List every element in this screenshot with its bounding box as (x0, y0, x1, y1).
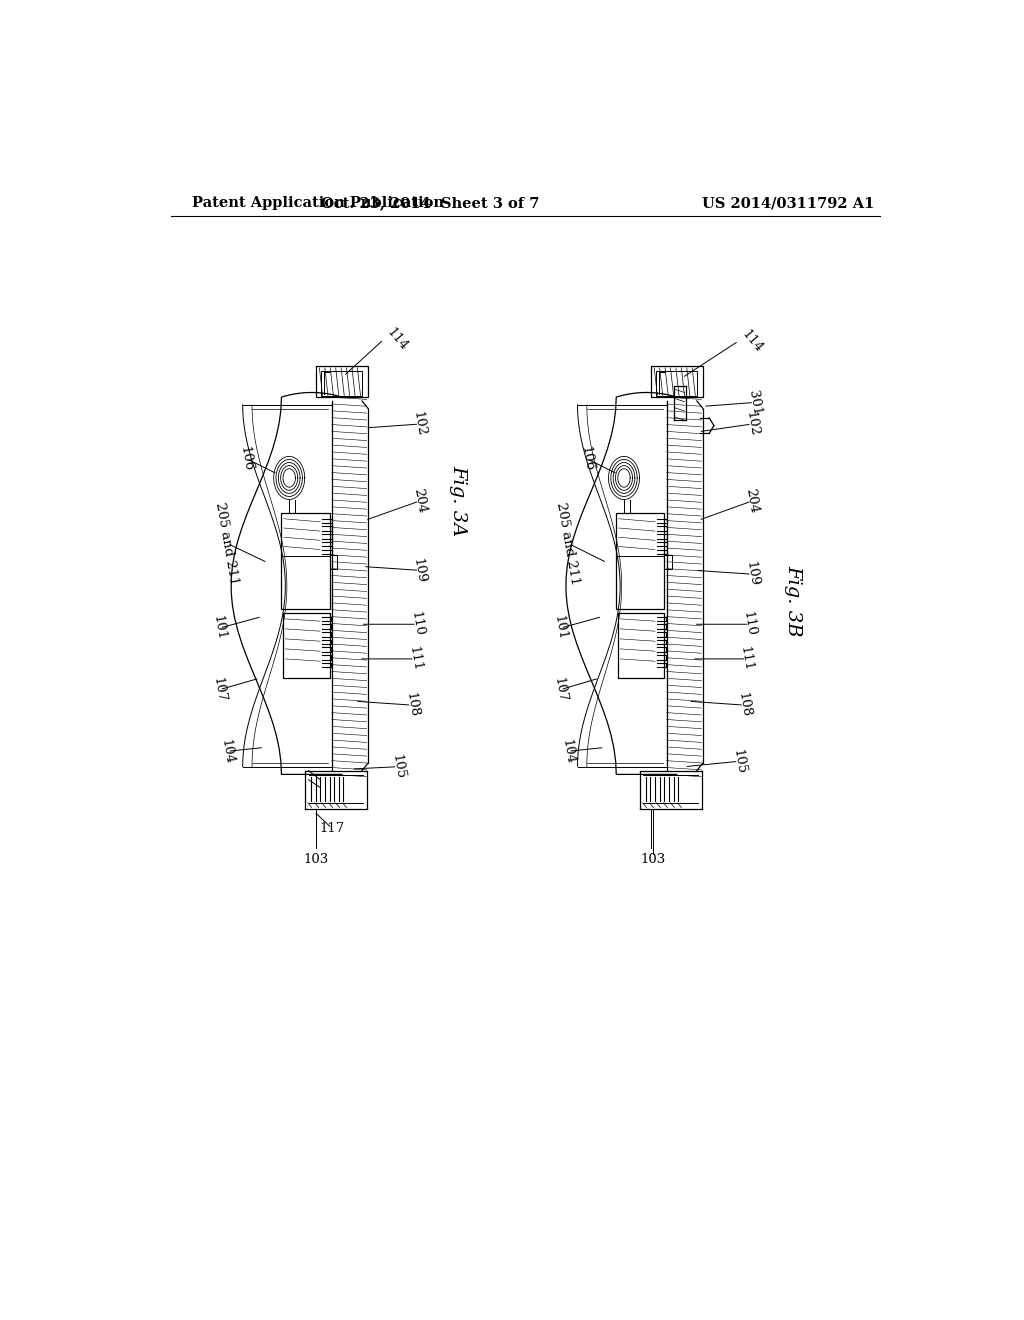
Text: 204: 204 (743, 487, 761, 515)
Text: 110: 110 (409, 611, 426, 638)
Text: 114: 114 (738, 327, 765, 355)
Text: 105: 105 (389, 754, 407, 780)
Text: 106: 106 (238, 445, 255, 473)
Text: 301: 301 (745, 389, 763, 416)
Text: 102: 102 (411, 411, 428, 437)
Text: 108: 108 (403, 692, 420, 718)
Text: US 2014/0311792 A1: US 2014/0311792 A1 (701, 197, 873, 210)
Text: 110: 110 (741, 611, 758, 638)
Text: 101: 101 (211, 615, 228, 642)
Text: 109: 109 (743, 561, 761, 587)
Bar (316, 367, 369, 397)
Text: 117: 117 (319, 822, 344, 834)
Text: 205 and 211: 205 and 211 (555, 502, 582, 586)
Bar (655, 371, 697, 396)
Text: 105: 105 (730, 748, 748, 775)
Text: Fig. 3B: Fig. 3B (784, 565, 802, 638)
Text: 109: 109 (411, 557, 428, 583)
Text: 103: 103 (304, 853, 329, 866)
Text: 107: 107 (552, 676, 569, 704)
Text: Fig. 3A: Fig. 3A (450, 466, 467, 537)
Text: 103: 103 (641, 853, 666, 866)
Text: 204: 204 (411, 487, 428, 515)
Text: 106: 106 (579, 445, 595, 473)
Bar (617, 612, 665, 678)
Text: 114: 114 (384, 326, 410, 354)
Bar (330, 554, 337, 569)
Text: 102: 102 (743, 411, 761, 437)
Text: 101: 101 (552, 615, 569, 642)
Bar (665, 554, 672, 569)
Text: 104: 104 (218, 738, 236, 764)
Bar (651, 367, 703, 397)
Bar (283, 612, 330, 678)
Text: 205 and 211: 205 and 211 (214, 502, 241, 586)
Text: 108: 108 (735, 692, 753, 718)
Text: Oct. 23, 2014  Sheet 3 of 7: Oct. 23, 2014 Sheet 3 of 7 (322, 197, 540, 210)
Text: 107: 107 (211, 676, 228, 704)
Bar (282, 512, 330, 609)
Text: 111: 111 (407, 645, 423, 672)
Text: 104: 104 (560, 738, 577, 764)
Bar (616, 512, 665, 609)
Bar (321, 371, 362, 396)
Text: 111: 111 (738, 645, 755, 672)
Text: Patent Application Publication: Patent Application Publication (191, 197, 443, 210)
